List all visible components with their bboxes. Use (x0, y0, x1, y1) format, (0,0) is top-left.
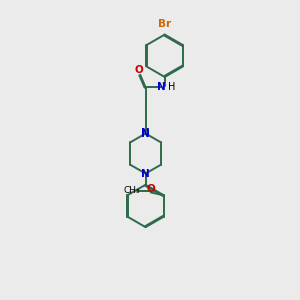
Text: H: H (167, 82, 175, 92)
Text: N: N (141, 169, 150, 178)
Text: N: N (157, 82, 166, 92)
Text: Br: Br (158, 19, 171, 29)
Text: CH₃: CH₃ (124, 186, 140, 195)
Text: O: O (135, 64, 143, 75)
Text: N: N (141, 128, 150, 138)
Text: O: O (146, 184, 155, 194)
Text: N: N (141, 128, 150, 139)
